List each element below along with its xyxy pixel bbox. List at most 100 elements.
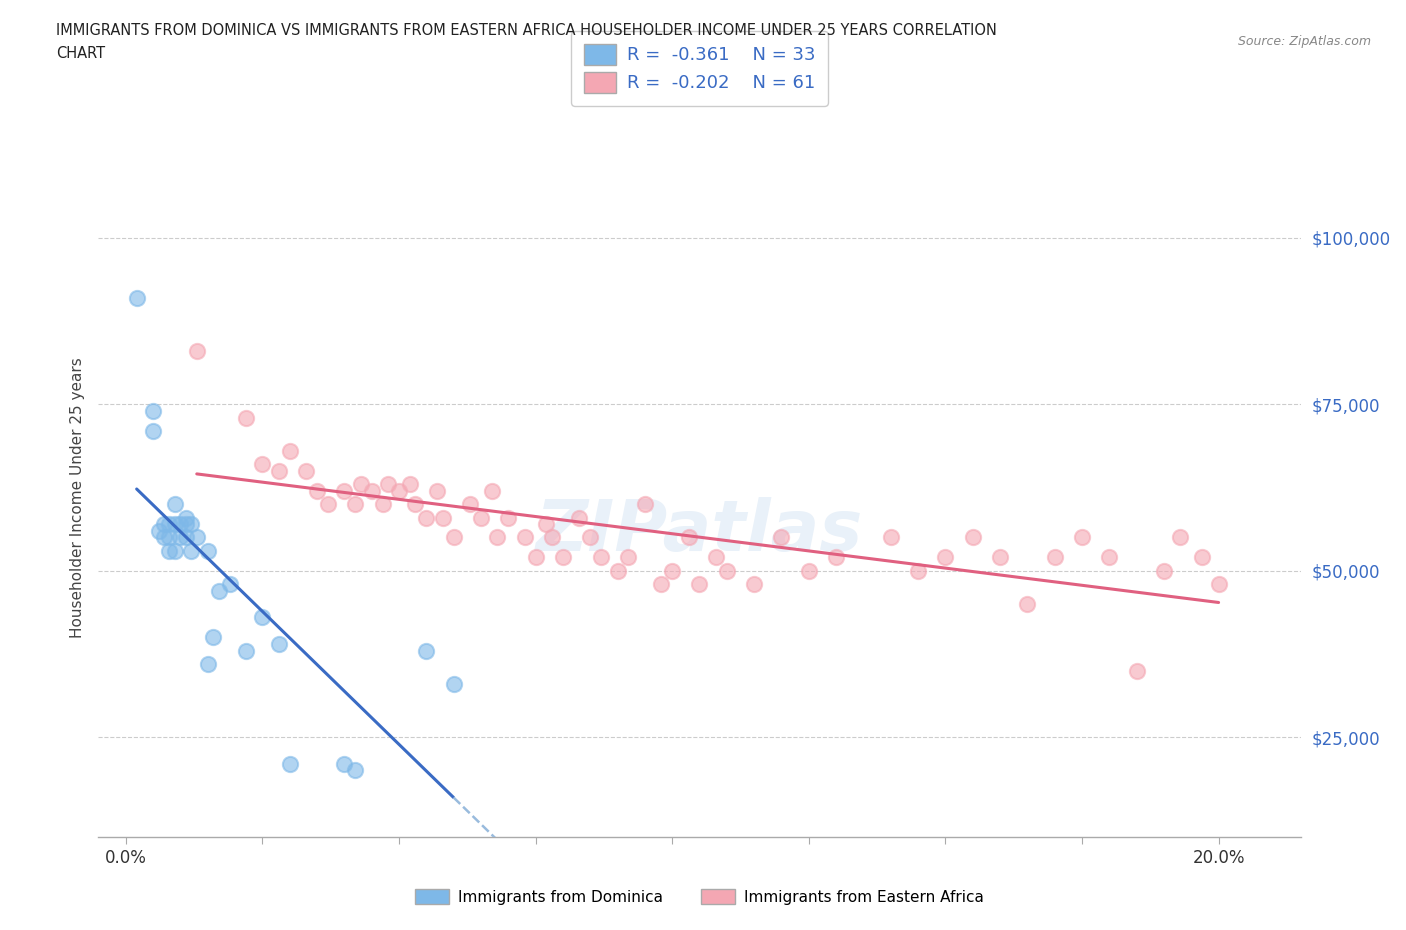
Point <box>704 550 727 565</box>
Point <box>770 530 793 545</box>
Point <box>344 763 367 777</box>
Point <box>305 484 328 498</box>
Point <box>180 543 202 558</box>
Point <box>278 444 301 458</box>
Point <box>1170 530 1192 545</box>
Point <box>568 510 591 525</box>
Point <box>716 564 738 578</box>
Point <box>316 497 339 512</box>
Point <box>278 756 301 771</box>
Point <box>536 517 558 532</box>
Point <box>1017 597 1039 612</box>
Point <box>174 517 197 532</box>
Point <box>1098 550 1121 565</box>
Point <box>295 463 318 478</box>
Point <box>235 410 257 425</box>
Point <box>797 564 820 578</box>
Point <box>551 550 574 565</box>
Point <box>197 543 219 558</box>
Point <box>496 510 519 525</box>
Point <box>579 530 602 545</box>
Point <box>163 517 186 532</box>
Point <box>1043 550 1066 565</box>
Point <box>661 564 683 578</box>
Point <box>825 550 848 565</box>
Point <box>1125 663 1147 678</box>
Point <box>371 497 394 512</box>
Point <box>404 497 426 512</box>
Point <box>678 530 700 545</box>
Point <box>174 530 197 545</box>
Point <box>880 530 903 545</box>
Point <box>174 510 197 525</box>
Point <box>426 484 449 498</box>
Point <box>252 610 274 625</box>
Point <box>634 497 657 512</box>
Point <box>415 644 437 658</box>
Point <box>1191 550 1213 565</box>
Point <box>1071 530 1094 545</box>
Text: CHART: CHART <box>56 46 105 61</box>
Point <box>962 530 984 545</box>
Point <box>197 657 219 671</box>
Point <box>907 564 929 578</box>
Point <box>252 457 274 472</box>
Point <box>541 530 564 545</box>
Point <box>443 676 465 691</box>
Point <box>142 423 165 438</box>
Point <box>617 550 640 565</box>
Point <box>415 510 437 525</box>
Point <box>333 756 356 771</box>
Point <box>350 477 373 492</box>
Point <box>163 543 186 558</box>
Point <box>153 517 176 532</box>
Point <box>235 644 257 658</box>
Y-axis label: Householder Income Under 25 years: Householder Income Under 25 years <box>69 357 84 638</box>
Point <box>360 484 382 498</box>
Point <box>377 477 399 492</box>
Point <box>742 577 765 591</box>
Point <box>988 550 1011 565</box>
Point <box>163 497 186 512</box>
Point <box>169 517 191 532</box>
Point <box>159 517 181 532</box>
Point <box>524 550 547 565</box>
Point <box>125 290 148 305</box>
Point <box>344 497 367 512</box>
Point <box>218 577 240 591</box>
Text: IMMIGRANTS FROM DOMINICA VS IMMIGRANTS FROM EASTERN AFRICA HOUSEHOLDER INCOME UN: IMMIGRANTS FROM DOMINICA VS IMMIGRANTS F… <box>56 23 997 38</box>
Point <box>650 577 672 591</box>
Point <box>148 524 170 538</box>
Point <box>606 564 628 578</box>
Point <box>1153 564 1175 578</box>
Point <box>159 530 181 545</box>
Point <box>267 636 290 651</box>
Point <box>267 463 290 478</box>
Point <box>481 484 503 498</box>
Point <box>208 583 231 598</box>
Point <box>591 550 613 565</box>
Point <box>486 530 509 545</box>
Point <box>513 530 536 545</box>
Point <box>186 344 208 359</box>
Point <box>934 550 956 565</box>
Point <box>169 530 191 545</box>
Point <box>186 530 208 545</box>
Point <box>142 404 165 418</box>
Point <box>689 577 711 591</box>
Text: Source: ZipAtlas.com: Source: ZipAtlas.com <box>1237 35 1371 48</box>
Text: ZIPatlas: ZIPatlas <box>536 497 863 566</box>
Point <box>1208 577 1230 591</box>
Point <box>388 484 411 498</box>
Point <box>202 630 225 644</box>
Point <box>333 484 356 498</box>
Point <box>159 543 181 558</box>
Point <box>399 477 422 492</box>
Point <box>180 517 202 532</box>
Point <box>432 510 454 525</box>
Point <box>153 530 176 545</box>
Point <box>443 530 465 545</box>
Point <box>470 510 492 525</box>
Point <box>458 497 481 512</box>
Legend: Immigrants from Dominica, Immigrants from Eastern Africa: Immigrants from Dominica, Immigrants fro… <box>409 883 990 910</box>
